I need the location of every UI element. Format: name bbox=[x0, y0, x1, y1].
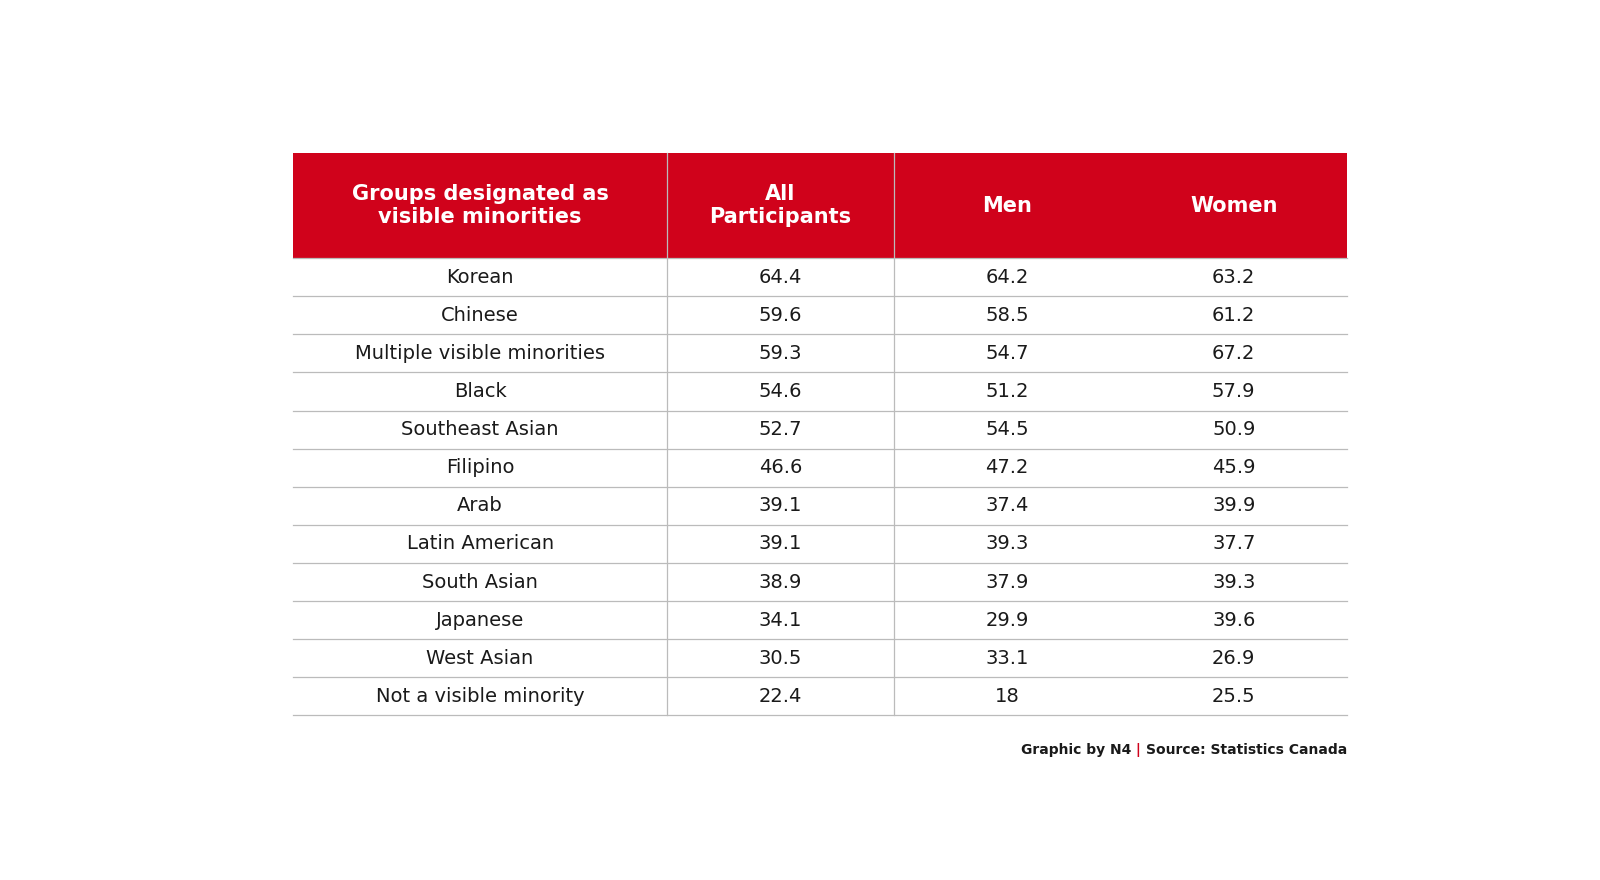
Text: Arab: Arab bbox=[458, 496, 502, 516]
Text: Latin American: Latin American bbox=[406, 534, 554, 554]
Text: 38.9: 38.9 bbox=[758, 573, 802, 591]
Text: Not a visible minority: Not a visible minority bbox=[376, 687, 584, 706]
Text: 30.5: 30.5 bbox=[758, 649, 802, 668]
Text: 39.1: 39.1 bbox=[758, 496, 802, 516]
Text: 33.1: 33.1 bbox=[986, 649, 1029, 668]
Text: 58.5: 58.5 bbox=[986, 305, 1029, 325]
Text: 46.6: 46.6 bbox=[758, 458, 802, 477]
Bar bbox=[293, 153, 1347, 258]
Text: |: | bbox=[1131, 743, 1146, 757]
Text: 37.4: 37.4 bbox=[986, 496, 1029, 516]
Text: South Asian: South Asian bbox=[422, 573, 538, 591]
Text: Southeast Asian: Southeast Asian bbox=[402, 420, 558, 439]
Text: 63.2: 63.2 bbox=[1213, 268, 1256, 287]
Text: 64.2: 64.2 bbox=[986, 268, 1029, 287]
Text: 39.1: 39.1 bbox=[758, 534, 802, 554]
Text: 54.6: 54.6 bbox=[758, 382, 802, 401]
Text: 51.2: 51.2 bbox=[986, 382, 1029, 401]
Text: Source: Statistics Canada: Source: Statistics Canada bbox=[1146, 743, 1347, 757]
Text: 34.1: 34.1 bbox=[758, 611, 802, 630]
Text: 47.2: 47.2 bbox=[986, 458, 1029, 477]
Text: Women: Women bbox=[1190, 195, 1277, 216]
Text: 39.9: 39.9 bbox=[1213, 496, 1256, 516]
Text: Graphic by N4: Graphic by N4 bbox=[1021, 743, 1131, 757]
Text: Korean: Korean bbox=[446, 268, 514, 287]
Text: Filipino: Filipino bbox=[446, 458, 514, 477]
Text: 45.9: 45.9 bbox=[1211, 458, 1256, 477]
Text: 39.3: 39.3 bbox=[1213, 573, 1256, 591]
Text: 61.2: 61.2 bbox=[1213, 305, 1256, 325]
Text: 52.7: 52.7 bbox=[758, 420, 802, 439]
Text: 26.9: 26.9 bbox=[1213, 649, 1256, 668]
Text: 59.3: 59.3 bbox=[758, 344, 802, 363]
Text: 37.7: 37.7 bbox=[1213, 534, 1256, 554]
Text: 57.9: 57.9 bbox=[1211, 382, 1256, 401]
Text: 54.7: 54.7 bbox=[986, 344, 1029, 363]
Text: 64.4: 64.4 bbox=[758, 268, 802, 287]
Text: Multiple visible minorities: Multiple visible minorities bbox=[355, 344, 605, 363]
Text: 29.9: 29.9 bbox=[986, 611, 1029, 630]
Text: 67.2: 67.2 bbox=[1213, 344, 1256, 363]
Text: All
Participants: All Participants bbox=[709, 184, 851, 227]
Text: 37.9: 37.9 bbox=[986, 573, 1029, 591]
Text: West Asian: West Asian bbox=[427, 649, 534, 668]
Text: Japanese: Japanese bbox=[435, 611, 525, 630]
Text: 59.6: 59.6 bbox=[758, 305, 802, 325]
Text: Black: Black bbox=[454, 382, 507, 401]
Text: Chinese: Chinese bbox=[442, 305, 518, 325]
Text: 54.5: 54.5 bbox=[986, 420, 1029, 439]
Text: 39.3: 39.3 bbox=[986, 534, 1029, 554]
Text: 50.9: 50.9 bbox=[1213, 420, 1256, 439]
Text: Men: Men bbox=[982, 195, 1032, 216]
Text: 25.5: 25.5 bbox=[1211, 687, 1256, 706]
Text: Groups designated as
visible minorities: Groups designated as visible minorities bbox=[352, 184, 608, 227]
Text: 39.6: 39.6 bbox=[1213, 611, 1256, 630]
Text: 18: 18 bbox=[995, 687, 1019, 706]
Text: 22.4: 22.4 bbox=[758, 687, 802, 706]
